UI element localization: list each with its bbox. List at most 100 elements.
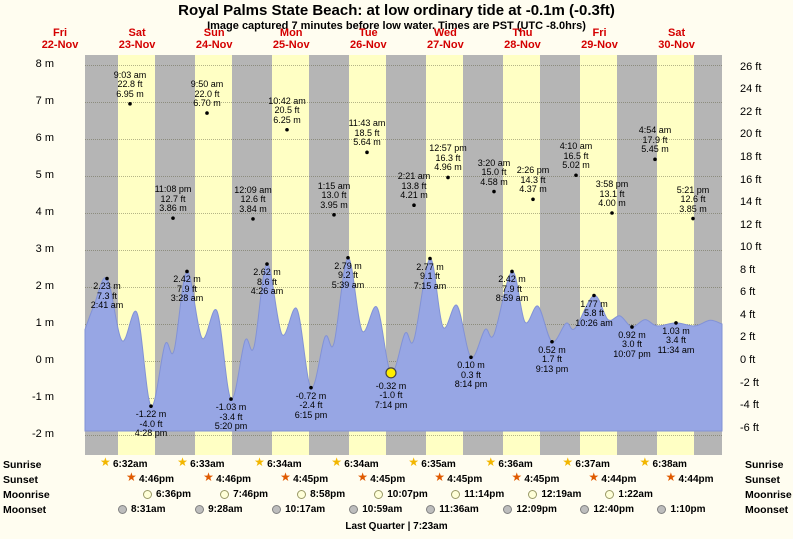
chart-title: Royal Palms State Beach: at low ordinary… <box>178 2 615 19</box>
low-tide-annotation-line: -1.0 ft <box>379 390 403 401</box>
upper-annotation-line: 4.58 m <box>480 176 508 187</box>
sunrise-star-icon: ★ <box>639 455 651 469</box>
high-tide-dot <box>510 269 514 274</box>
upper-annotation-line: 2:26 pm <box>516 165 550 176</box>
upper-point-dot <box>412 203 416 208</box>
moonset-moon-icon <box>426 505 436 514</box>
upper-annotation-line: 5.64 m <box>353 137 381 148</box>
y-tick-m: 2 m <box>35 280 54 292</box>
moonrise-moon-icon <box>451 490 461 499</box>
y-tick-ft: 14 ft <box>740 196 762 209</box>
upper-point-dot <box>251 217 255 221</box>
high-tide-annotation-line: 2.77 m <box>416 261 444 272</box>
upper-annotation-line: 6.95 m <box>116 88 144 99</box>
moonset-time: 10:17am <box>285 504 326 515</box>
y-tick-m: 4 m <box>35 206 54 218</box>
high-tide-annotation: 2.79 m 9.2 ft 5:39 am <box>314 261 382 291</box>
moonrise-moon-icon <box>297 490 307 499</box>
upper-annotation-line: 5.02 m <box>562 160 590 171</box>
sunrise-time: 6:38am <box>652 459 687 470</box>
high-tide-annotation-line: 2.42 m <box>498 274 526 285</box>
upper-annotation-line: 11:43 am <box>348 118 386 129</box>
y-tick-m: 5 m <box>35 169 54 181</box>
sunset-star-icon: ★ <box>357 470 368 484</box>
high-tide-annotation-line: 2.23 m <box>93 281 121 292</box>
sunrise-star-icon: ★ <box>562 455 574 469</box>
upper-annotation-line: 13.1 ft <box>599 188 625 199</box>
y-tick-ft: 24 ft <box>740 83 762 96</box>
day-label: Thu 28-Nov <box>488 27 556 51</box>
sunset-time: 4:46pm <box>139 474 175 485</box>
high-tide-annotation: 1.77 m 5.8 ft 10:26 am <box>560 299 628 329</box>
upper-annotation-line: 4.96 m <box>434 162 462 173</box>
low-tide-annotation-line: 0.92 m <box>618 329 646 340</box>
upper-annotation: 1:15 am 13.0 ft 3.95 m <box>300 181 368 211</box>
moonset-moon-icon <box>503 505 513 514</box>
high-tide-annotation-line: 2:41 am <box>90 300 124 311</box>
y-tick-ft: 20 ft <box>740 128 762 141</box>
high-tide-annotation: 2.42 m 7.9 ft 3:28 am <box>153 275 221 304</box>
high-tide-dot <box>265 262 269 266</box>
moonset-time: 10:59am <box>362 504 403 515</box>
upper-annotation-line: 5:21 pm <box>676 184 710 195</box>
sunset-star-icon: ★ <box>280 470 291 484</box>
day-label-date: 30-Nov <box>658 39 695 51</box>
high-tide-annotation: 2.77 m 9.1 ft 7:15 am <box>396 261 464 292</box>
current-time-marker <box>385 367 397 379</box>
sunset-star-icon: ★ <box>203 470 214 484</box>
moonset-moon-icon <box>118 505 127 514</box>
sunrise-time: 6:34am <box>267 459 302 470</box>
upper-point-dot <box>205 111 209 115</box>
low-tide-annotation-line: -0.32 m <box>375 380 407 391</box>
chart-subtitle: Image captured 7 minutes before low wate… <box>207 20 586 32</box>
upper-point-dot <box>610 211 614 215</box>
sunrise-time: 6:35am <box>421 459 456 470</box>
low-tide-annotation-line: 10:07 pm <box>613 348 651 359</box>
upper-annotation-line: 6.25 m <box>273 114 301 125</box>
y-tick-ft: 8 ft <box>740 263 756 276</box>
day-label: Sat 30-Nov <box>643 27 711 51</box>
day-label: Fri 22-Nov <box>26 27 94 51</box>
gridline <box>85 139 722 140</box>
low-tide-annotation-line: 0.10 m <box>457 360 485 371</box>
moonrise-time: 7:46pm <box>233 489 269 500</box>
high-tide-dot <box>185 269 189 274</box>
y-tick-ft: -6 ft <box>740 421 759 434</box>
low-tide-annotation: -0.32 m -1.0 ft 7:14 pm <box>357 380 425 411</box>
moonrise-time: 11:14pm <box>464 489 505 500</box>
y-tick-ft: 6 ft <box>740 286 756 299</box>
gridline <box>85 176 722 177</box>
upper-annotation-line: 9:50 am <box>190 79 224 90</box>
sunset-time: 4:45pm <box>293 474 329 485</box>
day-label-dow: Sat <box>668 27 686 39</box>
upper-annotation-line: 22.0 ft <box>194 88 220 99</box>
y-tick-m: 7 m <box>35 95 54 107</box>
upper-annotation: 11:43 am 18.5 ft 5.64 m <box>333 119 401 148</box>
upper-annotation: 9:03 am 22.8 ft 6.95 m <box>96 70 164 100</box>
low-tide-annotation-line: -3.4 ft <box>219 411 243 422</box>
y-tick-m: 6 m <box>35 132 54 144</box>
upper-annotation-line: 3.85 m <box>679 203 707 214</box>
low-tide-annotation: -0.72 m -2.4 ft 6:15 pm <box>277 391 345 421</box>
upper-annotation-line: 2:21 am <box>397 171 431 182</box>
low-tide-annotation-line: 3.0 ft <box>621 339 642 350</box>
upper-annotation-line: 12.6 ft <box>240 194 266 205</box>
moonrise-time: 8:58pm <box>310 489 346 500</box>
sunset-star-icon: ★ <box>588 470 600 484</box>
day-label-dow: Thu <box>512 27 533 39</box>
sunrise-time: 6:34am <box>344 459 379 470</box>
y-tick-ft: 0 ft <box>740 354 756 366</box>
moonrise-time: 10:07pm <box>387 489 428 500</box>
sunset-time: 4:46pm <box>216 474 252 485</box>
moonrise-moon-icon <box>605 490 615 499</box>
low-tide-dot <box>309 385 313 390</box>
high-tide-annotation-line: 7.3 ft <box>96 290 117 301</box>
low-tide-annotation-line: 6:15 pm <box>294 409 328 420</box>
upper-annotation-line: 14.3 ft <box>520 174 546 185</box>
high-tide-annotation-line: 2.62 m <box>253 267 281 278</box>
sunset-star-icon: ★ <box>126 470 137 484</box>
high-tide-dot <box>346 255 350 260</box>
moonset-time: 9:28am <box>208 504 243 515</box>
